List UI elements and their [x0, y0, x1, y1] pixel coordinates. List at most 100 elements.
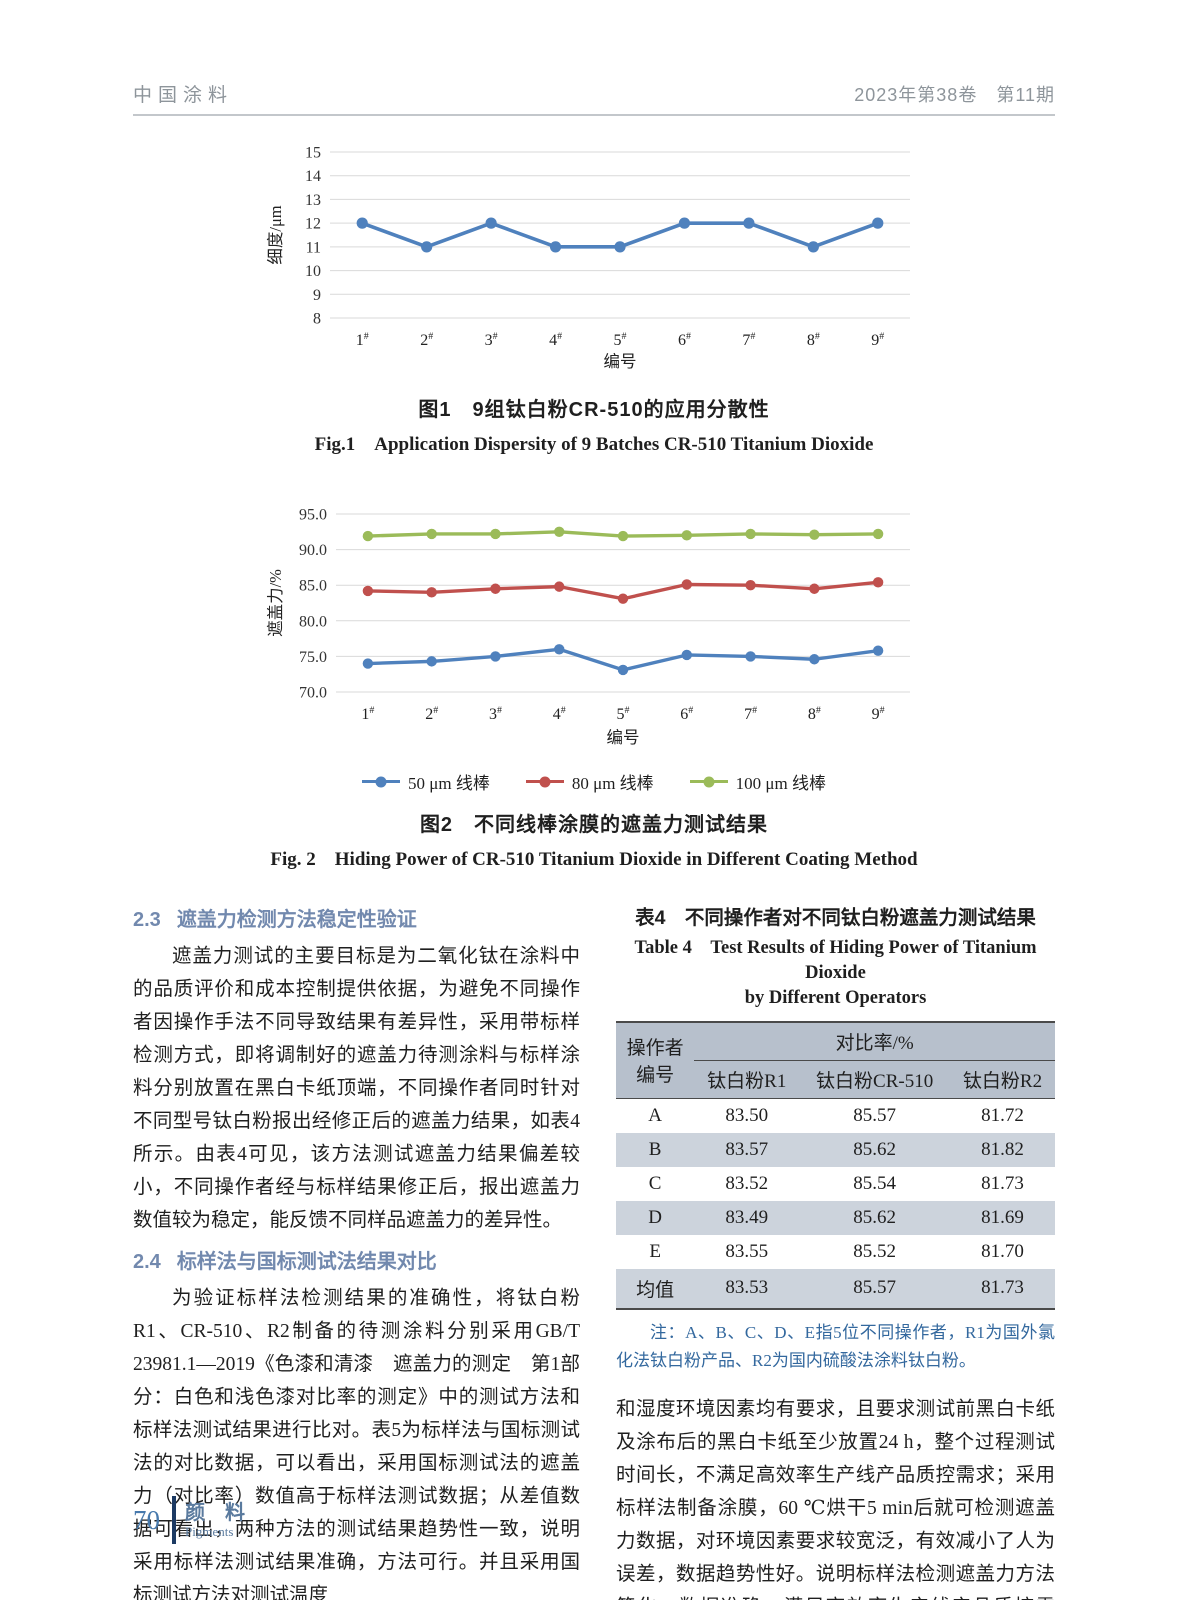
table4-title-en-line1: Table 4 Test Results of Hiding Power of …	[634, 938, 1037, 983]
data-point-marker	[554, 581, 565, 592]
x-tick-label: 1#	[361, 705, 374, 723]
table-cell-value: 85.54	[853, 1172, 896, 1194]
section-2-3-title: 遮盖力检测方法稳定性验证	[176, 909, 417, 931]
section-2-4-heading: 2.4 标样法与国标测试法结果对比	[133, 1245, 580, 1274]
table4-header-operator-line2: 编号	[636, 1065, 675, 1087]
table-row: D 83.49 85.62 81.69	[616, 1200, 1055, 1235]
y-tick-label: 9	[313, 287, 321, 304]
legend-marker-dot	[539, 776, 551, 787]
footer-labels: 颜 料 Pigments	[185, 1501, 245, 1539]
data-point-marker	[490, 528, 501, 540]
table4-header-group: 对比率/%	[694, 1021, 1055, 1061]
fig1-caption-en: Fig.1 Application Dispersity of 9 Batche…	[314, 434, 874, 455]
x-tick-label: 3#	[485, 331, 498, 349]
table-cell-value: 81.72	[981, 1104, 1024, 1126]
y-tick-label: 8	[313, 311, 321, 328]
table-cell-operator: D	[648, 1206, 662, 1228]
data-point-marker	[617, 593, 629, 604]
table-cell-value: 85.52	[853, 1240, 896, 1262]
data-point-marker	[809, 654, 820, 665]
y-tick-label: 85.0	[299, 578, 327, 595]
x-tick-label: 8#	[807, 331, 820, 349]
data-point-marker	[809, 529, 820, 540]
data-point-marker	[490, 651, 501, 662]
data-point-marker	[681, 579, 692, 590]
x-tick-label: 6#	[680, 705, 693, 723]
table4-column-header: 钛白粉R1	[694, 1060, 800, 1099]
section-2-3-number: 2.3	[133, 909, 161, 931]
table-cell-operator: 均值	[636, 1279, 675, 1301]
fig2-legend: 50 μm 线棒 80 μm 线棒 100 μm 线棒	[264, 769, 924, 794]
table4-title-en: Table 4 Test Results of Hiding Power of …	[616, 936, 1055, 1011]
table4-column-header: 钛白粉CR-510	[799, 1060, 950, 1099]
x-axis-label: 编号	[607, 728, 640, 747]
x-tick-label: 9#	[872, 705, 885, 723]
table-cell-operator: A	[648, 1104, 662, 1126]
x-tick-label: 1#	[356, 331, 369, 349]
legend-marker	[689, 776, 728, 787]
section-2-4-title: 标样法与国标测试法结果对比	[176, 1251, 437, 1273]
fig1-caption-zh: 图1 9组钛白粉CR-510的应用分散性	[418, 399, 770, 421]
table4-header: 操作者 编号 对比率/% 钛白粉R1 钛白粉CR-510 钛白粉R2	[616, 1021, 1055, 1099]
x-tick-label: 3#	[489, 705, 502, 723]
data-point-marker	[809, 583, 820, 594]
table-cell-value: 83.57	[725, 1138, 769, 1160]
y-tick-label: 11	[306, 239, 321, 256]
y-axis-label: 遮盖力/%	[266, 569, 285, 637]
data-point-marker	[356, 217, 368, 229]
table-row: A 83.50 85.57 81.72	[616, 1098, 1055, 1133]
data-point-marker	[485, 217, 497, 229]
table4-title-zh: 表4 不同操作者对不同钛白粉遮盖力测试结果	[635, 907, 1036, 929]
data-point-marker	[426, 656, 437, 667]
table-cell-value: 83.55	[725, 1240, 769, 1262]
data-point-marker	[617, 530, 629, 542]
table-cell-value: 81.73	[981, 1172, 1024, 1194]
legend-item: 100 μm 线棒	[689, 769, 827, 794]
data-point-marker	[681, 530, 692, 541]
left-column: 2.3 遮盖力检测方法稳定性验证 遮盖力测试的主要目标是为二氧化钛在涂料中的品质…	[133, 895, 580, 1600]
legend-marker-dot	[375, 776, 387, 787]
x-tick-label: 2#	[425, 705, 438, 723]
journal-name: 中国涂料	[133, 85, 234, 106]
data-point-marker	[807, 241, 819, 253]
table-cell-value: 83.49	[725, 1206, 769, 1228]
legend-marker-dot	[703, 776, 715, 787]
legend-marker	[361, 776, 400, 787]
table-cell-value: 81.73	[981, 1277, 1024, 1299]
table4-subheader-row: 钛白粉R1 钛白粉CR-510 钛白粉R2	[616, 1060, 1055, 1099]
x-tick-label: 7#	[744, 705, 757, 723]
data-point-marker	[745, 651, 756, 662]
journal-issue: 2023年第38卷 第11期	[854, 85, 1055, 105]
data-point-marker	[872, 645, 884, 656]
y-tick-label: 12	[305, 216, 321, 233]
table4-note: 注：A、B、C、D、E指5位不同操作者，R1为国外氯化法钛白粉产品、R2为国内硫…	[616, 1322, 1055, 1370]
x-tick-label: 9#	[871, 331, 884, 349]
data-point-marker	[678, 217, 691, 229]
fig2-caption-en: Fig. 2 Hiding Power of CR-510 Titanium D…	[270, 849, 918, 870]
table-cell-operator: E	[649, 1240, 661, 1262]
footer-divider-bar	[172, 1496, 176, 1544]
fig2-caption-zh: 图2 不同线棒涂膜的遮盖力测试结果	[419, 814, 769, 836]
page-header: 中国涂料 2023年第38卷 第11期	[133, 80, 1055, 116]
legend-item: 50 μm 线棒	[361, 769, 490, 794]
table-row: B 83.57 85.62 81.82	[616, 1132, 1055, 1167]
legend-marker	[525, 776, 564, 787]
table-cell-value: 85.57	[853, 1277, 896, 1299]
table-cell-value: 81.82	[981, 1138, 1024, 1160]
data-point-marker	[362, 658, 374, 669]
table4-column-header: 钛白粉R2	[950, 1060, 1055, 1099]
table4-title-en-line2: by Different Operators	[744, 987, 927, 1008]
footer-label-zh: 颜 料	[185, 1501, 245, 1524]
data-point-marker	[872, 217, 884, 229]
table-cell-operator: B	[648, 1138, 662, 1160]
data-point-marker	[426, 587, 437, 598]
table4-header-operator: 操作者 编号	[616, 1021, 695, 1099]
x-axis-label: 编号	[604, 352, 637, 371]
section-2-4-number: 2.4	[133, 1251, 161, 1273]
legend-label: 100 μm 线棒	[735, 774, 827, 793]
table-row: 均值 83.53 85.57 81.73	[616, 1268, 1055, 1309]
y-axis-label: 细度/μm	[266, 205, 285, 264]
table-row: C 83.52 85.54 81.73	[616, 1167, 1055, 1201]
table-cell-value: 83.52	[725, 1172, 769, 1194]
table-cell-value: 81.70	[981, 1240, 1024, 1262]
